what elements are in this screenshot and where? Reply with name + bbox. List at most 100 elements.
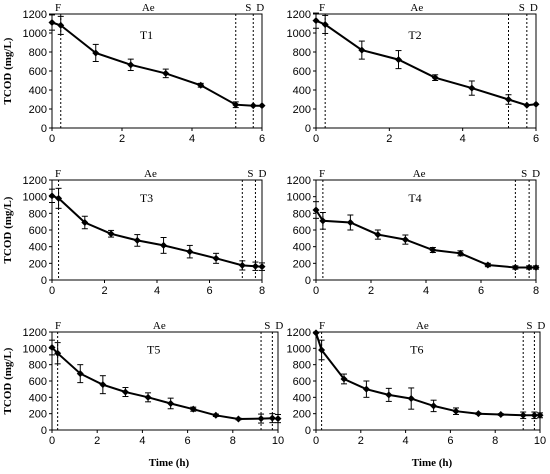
data-point [57, 21, 65, 29]
data-point [484, 261, 492, 269]
data-point [48, 19, 56, 27]
x-tick-label: 4 [189, 133, 195, 145]
data-point [92, 49, 100, 57]
phase-label-s: S [526, 320, 532, 332]
phase-label-d: D [258, 168, 266, 180]
data-point [54, 349, 62, 357]
x-tick-label: 6 [533, 133, 539, 145]
x-tick-label: 6 [185, 435, 191, 447]
plot-frame [315, 13, 537, 129]
data-point [99, 381, 107, 389]
x-tick-label: 0 [49, 435, 55, 447]
data-point [189, 405, 197, 413]
phase-label-d: D [537, 320, 545, 332]
x-tick-label: 8 [533, 285, 539, 297]
data-point [107, 230, 115, 238]
data-point [197, 81, 205, 89]
y-tick-label: 0 [41, 123, 47, 135]
data-point [274, 415, 282, 423]
y-axis-label: TCOD (mg/L) [2, 347, 14, 414]
data-point [257, 415, 265, 423]
y-tick-label: 200 [29, 409, 47, 421]
y-tick-label: 1200 [23, 175, 47, 187]
data-point [312, 206, 320, 214]
x-tick-label: 4 [423, 285, 429, 297]
y-tick-label: 1000 [287, 28, 311, 40]
phase-label-d: D [275, 320, 283, 332]
phase-label-d: D [532, 168, 540, 180]
series-line [315, 19, 537, 107]
phase-label-d: D [530, 2, 538, 14]
data-point [505, 96, 512, 103]
y-tick-label: 800 [29, 47, 47, 59]
data-point [162, 69, 170, 77]
x-tick-label: 6 [206, 285, 212, 297]
y-tick-label: 1000 [23, 192, 47, 204]
phase-label-d: D [256, 2, 264, 14]
y-tick-label: 1000 [287, 192, 311, 204]
data-point [268, 414, 276, 422]
x-tick-label: 6 [447, 435, 453, 447]
phase-label-f: F [55, 320, 61, 332]
series-line [51, 21, 262, 107]
phase-label-f: F [319, 320, 325, 332]
phase-label-ae: Ae [410, 2, 423, 14]
data-point [536, 411, 544, 419]
y-tick-label: 400 [29, 85, 47, 97]
y-tick-label: 600 [29, 66, 47, 78]
x-tick-label: 6 [259, 133, 265, 145]
data-point [358, 46, 366, 54]
phase-label-ae: Ae [153, 320, 166, 332]
data-point [519, 411, 527, 419]
x-tick-label: 0 [313, 133, 319, 145]
x-tick-label: 4 [139, 435, 145, 447]
x-tick-label: 4 [403, 435, 409, 447]
y-tick-label: 1200 [23, 9, 47, 21]
data-point [238, 261, 246, 269]
x-tick-label: 2 [119, 133, 125, 145]
chart-panel-t2: 0 200 400 600 800 1000 1200 0 2 4 6 F Ae S D T2 [287, 2, 540, 145]
x-tick-label: 8 [492, 435, 498, 447]
data-point [232, 101, 240, 109]
data-point [497, 410, 505, 418]
data-point [407, 395, 415, 403]
y-tick-label: 400 [293, 392, 311, 404]
data-point [234, 415, 242, 423]
data-point [48, 344, 56, 352]
y-tick-label: 200 [293, 258, 311, 270]
x-tick-label: 2 [94, 435, 100, 447]
data-point [318, 346, 326, 354]
panel-title: T4 [408, 191, 421, 205]
data-point [186, 248, 194, 256]
x-tick-label: 0 [313, 285, 319, 297]
y-tick-label: 600 [293, 66, 311, 78]
plot-frame [51, 331, 279, 431]
y-tick-label: 800 [293, 208, 311, 220]
data-point [511, 264, 519, 271]
y-tick-label: 200 [29, 258, 47, 270]
y-tick-label: 400 [293, 85, 311, 97]
y-tick-label: 1200 [287, 175, 311, 187]
y-tick-label: 0 [41, 425, 47, 437]
y-tick-label: 800 [293, 47, 311, 59]
data-point [532, 100, 540, 108]
x-tick-label: 4 [460, 133, 466, 145]
panel-title: T6 [410, 343, 423, 357]
y-tick-label: 0 [41, 275, 47, 287]
data-point [319, 217, 327, 225]
data-point [48, 192, 56, 200]
x-tick-label: 4 [154, 285, 160, 297]
series-line [51, 346, 279, 421]
chart-panel-t1: 0 200 400 600 800 1000 1200 0 2 4 6 F Ae S D T1 TCOD (mg… [2, 2, 266, 145]
x-tick-label: 2 [368, 285, 374, 297]
data-point [340, 375, 348, 383]
data-point [532, 264, 540, 271]
x-tick-label: 0 [49, 133, 55, 145]
y-tick-label: 1200 [287, 9, 311, 21]
phase-label-f: F [319, 168, 325, 180]
data-point [525, 264, 533, 271]
data-point [431, 74, 439, 82]
x-tick-label: 0 [49, 285, 55, 297]
y-tick-label: 0 [305, 275, 311, 287]
